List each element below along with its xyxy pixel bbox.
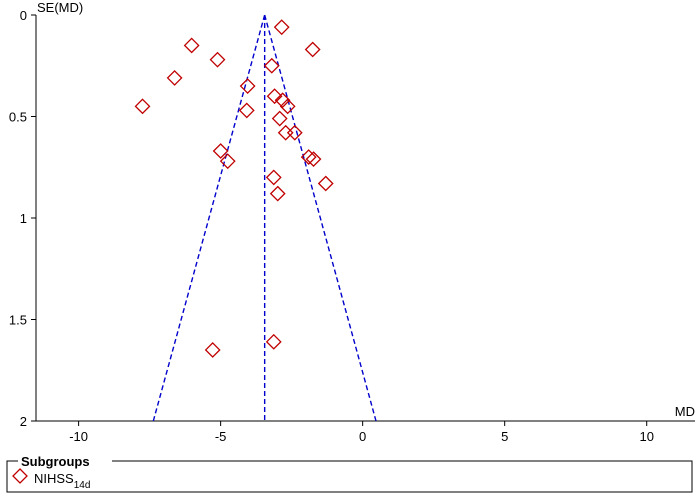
legend-title-bg: [18, 454, 112, 468]
point: [304, 41, 321, 58]
y-tick-label: 1: [20, 211, 27, 226]
legend-subscript: 14d: [74, 480, 91, 491]
point: [183, 37, 200, 54]
y-tick-label: 1.5: [9, 313, 27, 328]
x-tick-label: -10: [69, 429, 88, 444]
x-tick-label: 0: [359, 429, 366, 444]
point: [266, 88, 283, 105]
point: [238, 102, 255, 119]
point: [277, 124, 294, 141]
x-tick-label: 10: [639, 429, 653, 444]
y-axis-label: SE(MD): [37, 0, 83, 15]
x-tick-label: 5: [501, 429, 508, 444]
x-axis-label: MD: [675, 404, 695, 419]
legend-title: Subgroups: [21, 454, 90, 469]
y-tick-label: 0: [20, 8, 27, 23]
y-tick-label: 0.5: [9, 110, 27, 125]
point: [273, 19, 290, 36]
point: [271, 110, 288, 127]
point: [166, 70, 183, 86]
funnel-line: [152, 14, 266, 422]
point: [134, 98, 151, 115]
legend-box: [6, 460, 693, 493]
x-tick-label: -5: [215, 429, 227, 444]
legend-marker: [12, 468, 28, 484]
point: [265, 169, 282, 186]
point: [239, 78, 256, 94]
point: [274, 92, 291, 109]
point: [305, 151, 322, 168]
point: [317, 175, 334, 192]
point: [209, 51, 226, 68]
point: [263, 57, 280, 74]
point: [279, 98, 296, 115]
y-tick-label: 2: [20, 414, 27, 429]
point: [269, 185, 286, 202]
point: [300, 149, 317, 166]
point: [265, 333, 282, 350]
point: [212, 143, 229, 159]
point: [204, 342, 221, 358]
point: [219, 153, 236, 170]
legend-label: NIHSS14d: [34, 471, 90, 491]
legend-name: NIHSS: [34, 471, 74, 486]
funnel-line: [263, 14, 377, 422]
point: [286, 124, 303, 141]
